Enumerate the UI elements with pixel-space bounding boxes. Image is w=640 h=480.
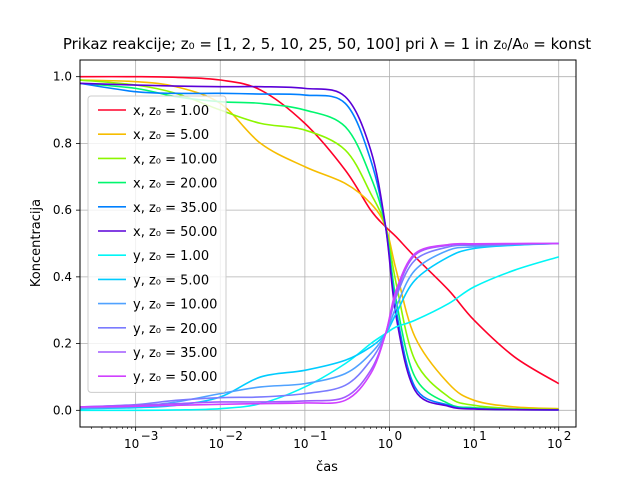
legend-label: x, z₀ = 35.00	[133, 201, 217, 216]
legend-label: x, z₀ = 20.00	[133, 177, 217, 192]
x-tick-label: 10	[378, 437, 393, 451]
legend-label: y, z₀ = 5.00	[133, 273, 209, 288]
y-tick-label: 1.0	[53, 70, 72, 84]
legend-label: y, z₀ = 1.00	[133, 249, 209, 264]
x-tick-label: 10	[547, 437, 562, 451]
series-line-0	[79, 75, 560, 385]
x-tick-label: 10	[209, 437, 224, 451]
series-line-11	[79, 242, 559, 408]
legend-label: y, z₀ = 35.00	[133, 346, 217, 361]
x-tick-label-exponent: −1	[310, 429, 328, 443]
y-tick-label: 0.8	[53, 136, 72, 150]
y-tick-label: 0.6	[53, 203, 72, 217]
x-tick-label: 10	[293, 437, 308, 451]
legend-label: y, z₀ = 10.00	[133, 298, 217, 313]
y-axis-ticks: 0.0 0.2 0.4 0.6 0.8 1.0	[53, 70, 80, 417]
y-axis-label: Koncentracija	[29, 199, 44, 287]
legend-label: x, z₀ = 50.00	[133, 225, 217, 240]
series-line-1	[79, 79, 559, 410]
legend-label: y, z₀ = 20.00	[133, 322, 217, 337]
legend-label: y, z₀ = 50.00	[133, 370, 217, 385]
x-tick-label: 10	[462, 437, 477, 451]
y-tick-label: 0.4	[53, 270, 72, 284]
legend-label: x, z₀ = 5.00	[133, 128, 209, 143]
x-axis-label: čas	[316, 460, 338, 475]
series-line-9	[79, 242, 559, 408]
legend-label: x, z₀ = 10.00	[133, 152, 217, 167]
chart-title: Prikaz reakcije; z₀ = [1, 2, 5, 10, 25, …	[63, 35, 591, 53]
legend-label: x, z₀ = 1.00	[133, 104, 209, 119]
x-tick-label-exponent: 1	[479, 429, 487, 443]
series-line-5	[79, 82, 559, 411]
plot-frame	[79, 59, 577, 428]
y-tick-label: 0.0	[53, 403, 72, 417]
series-line-6	[79, 256, 559, 412]
x-tick-label-exponent: 2	[564, 429, 572, 443]
x-tick-label-exponent: 0	[394, 429, 402, 443]
y-tick-label: 0.2	[53, 337, 72, 351]
x-tick-label: 10	[124, 437, 139, 451]
x-tick-label-exponent: −2	[225, 429, 243, 443]
legend: x, z₀ = 1.00 x, z₀ = 5.00 x, z₀ = 10.00 x, …	[87, 95, 227, 393]
legend-box	[87, 95, 227, 393]
x-tick-label-exponent: −3	[141, 429, 159, 443]
